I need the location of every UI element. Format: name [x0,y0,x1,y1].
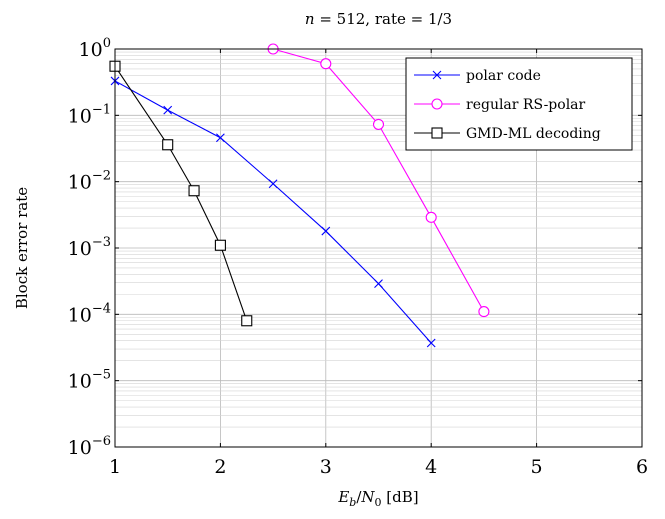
x-tick-label: 5 [531,456,543,478]
y-tick-label: 100 [79,36,111,61]
y-tick-label: 10−4 [68,301,111,326]
plot-series [109,43,490,348]
data-point [268,179,278,189]
legend-item: GMD-ML decoding [414,126,601,142]
data-point [372,118,385,130]
legend-item: polar code [414,68,541,84]
series-gmd-ml-decoding [109,60,253,327]
data-point [431,98,443,110]
data-point [320,58,332,70]
data-point [216,133,225,143]
legend: polar code regular RS-polar GMD-ML decodin… [405,57,633,151]
data-point [425,211,437,223]
data-point [188,185,200,197]
data-point [162,139,174,151]
data-point [163,105,173,115]
chart-title: n = 512, rate = 1/3 [305,10,452,28]
data-point [321,226,331,236]
legend-label: regular RS-polar [466,97,586,113]
data-point [432,70,442,80]
y-tick-label: 10−5 [68,368,111,393]
data-point [374,279,383,289]
y-tick-label: 10−3 [68,235,111,260]
axis-ticks: 1 2 3 4 5 6 100 10−1 10−2 10−3 10−4 10−5 10−6 [68,36,648,478]
series-regular-rs-polar [267,43,490,318]
x-tick-label: 1 [109,456,121,478]
data-point [431,127,443,139]
data-point [241,315,253,327]
y-axis-label: Block error rate [13,187,31,309]
data-point [426,338,436,348]
x-tick-label: 4 [425,456,437,478]
x-tick-label: 2 [214,456,226,478]
legend-item: regular RS-polar [414,97,586,113]
x-tick-label: 3 [320,456,332,478]
legend-label: polar code [466,68,541,84]
data-point [478,306,490,318]
y-tick-label: 10−1 [68,102,111,127]
series-polar-code [110,76,436,348]
legend-label: GMD-ML decoding [466,126,601,142]
y-tick-label: 10−6 [68,434,111,459]
series-line [114,80,432,344]
x-tick-label: 6 [636,456,648,478]
x-axis-label: Eb/N0 [dB] [337,488,418,509]
y-tick-label: 10−2 [68,169,111,194]
data-point [214,239,226,251]
